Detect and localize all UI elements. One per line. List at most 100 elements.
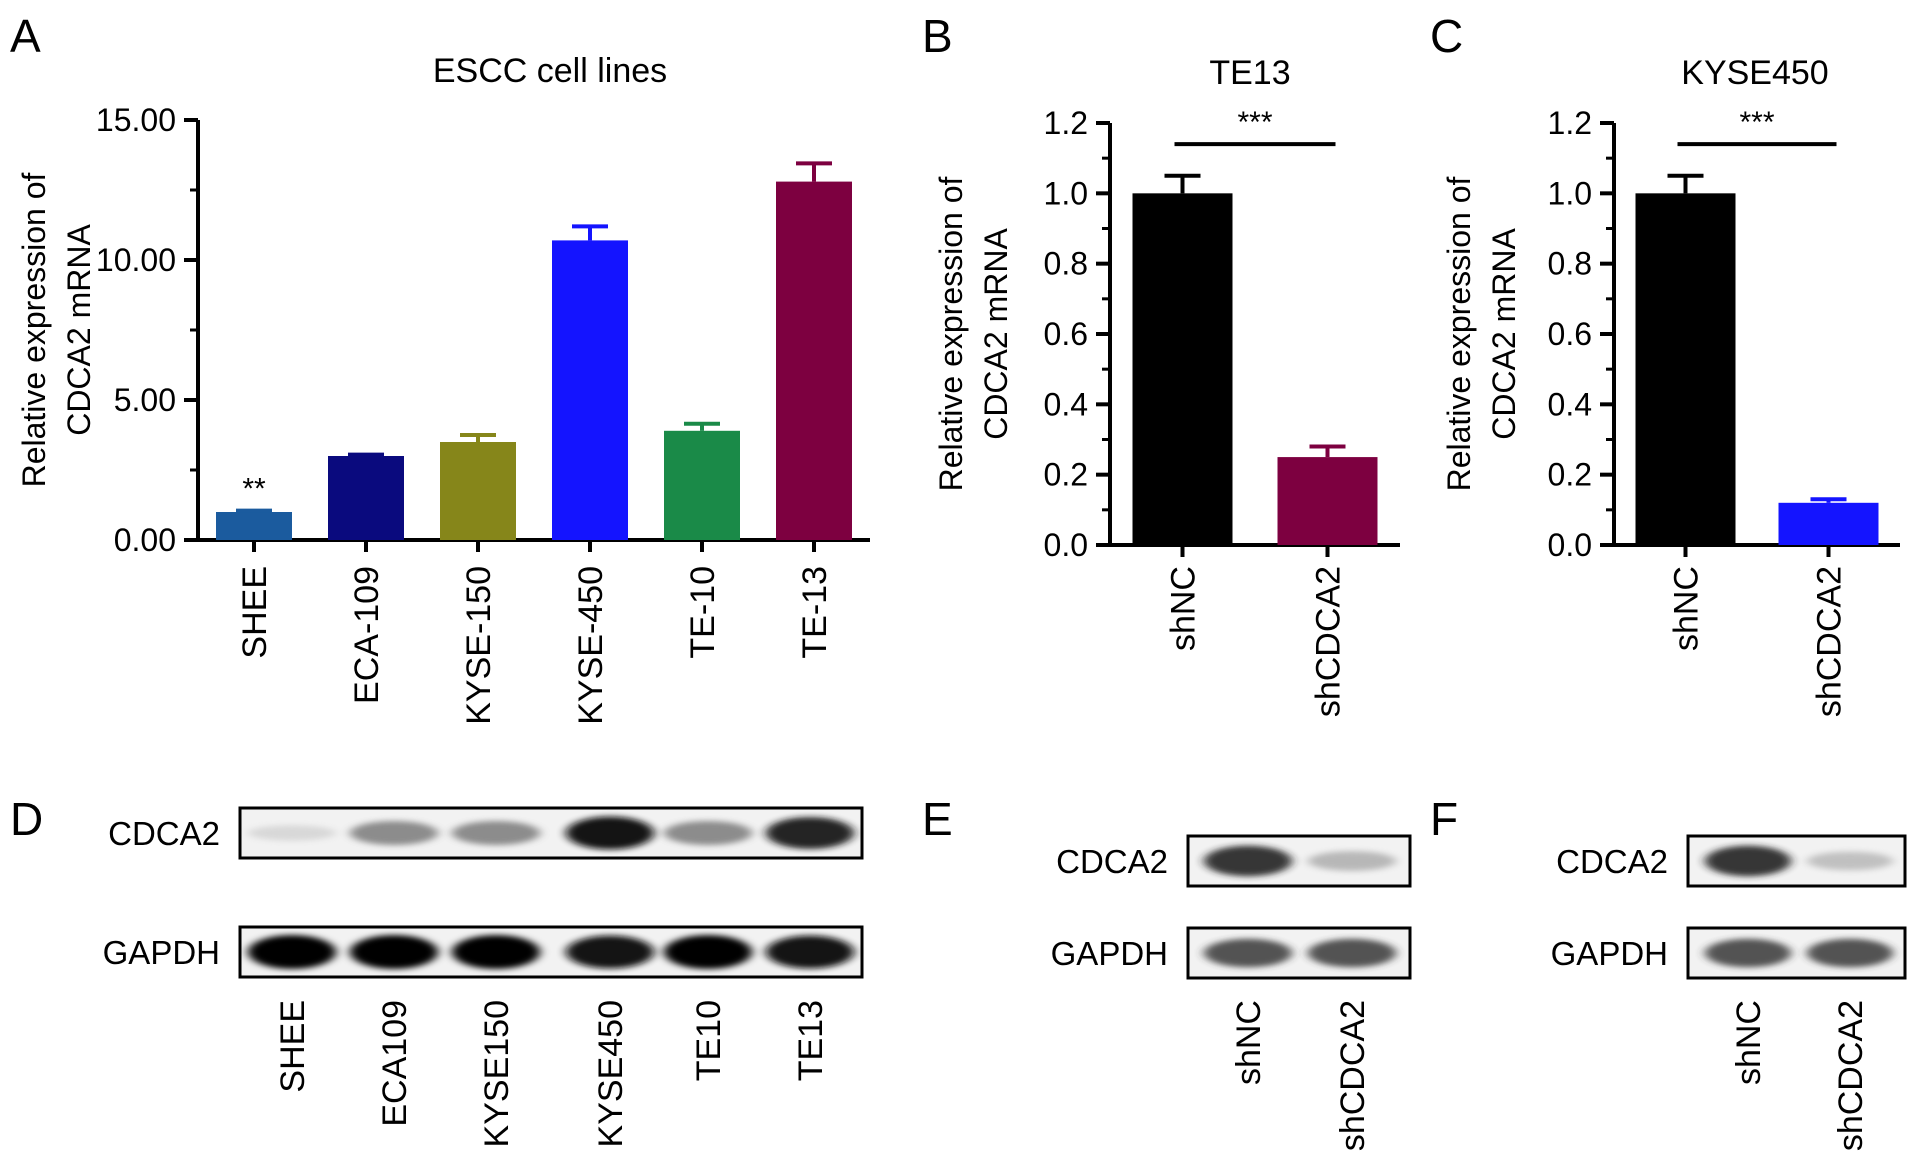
blot-strip-cdca2	[238, 806, 864, 860]
blot-row-label-gapdh: GAPDH	[1051, 935, 1168, 972]
blot-row-label-cdca2: CDCA2	[108, 815, 220, 852]
y-tick-label: 0.0	[1548, 527, 1592, 563]
band-gapdh-shnc	[1204, 938, 1292, 968]
band-cdca2-te10	[664, 820, 752, 846]
y-tick-label: 1.2	[1044, 105, 1088, 141]
panel-letter-d: D	[10, 793, 43, 845]
panel-letter-f: F	[1430, 793, 1458, 845]
bar-eca-109	[328, 456, 404, 540]
x-tick-label-te-13: TE-13	[796, 566, 834, 659]
bar-te-13	[776, 181, 852, 540]
y-tick-label: 0.0	[1044, 527, 1088, 563]
blot-row-label-gapdh: GAPDH	[103, 934, 220, 971]
lane-label-kyse450: KYSE450	[592, 1000, 630, 1147]
significance-label: ***	[1237, 106, 1272, 139]
y-tick-label: 1.0	[1044, 175, 1088, 211]
panel-letter-a: A	[10, 10, 41, 62]
band-cdca2-shcdca2	[1308, 851, 1396, 871]
y-axis-label-line-1: Relative expression of	[933, 176, 969, 491]
x-tick-label-shcdca2: shCDCA2	[1310, 566, 1348, 717]
y-tick-label: 0.6	[1044, 316, 1088, 352]
y-tick-label: 1.2	[1548, 105, 1592, 141]
lane-label-te13: TE13	[792, 1000, 830, 1081]
y-tick-label: 15.00	[96, 102, 176, 138]
panel-letter-c: C	[1430, 10, 1463, 62]
lane-label-shee: SHEE	[274, 1000, 312, 1093]
band-gapdh-kyse450	[566, 935, 654, 969]
band-cdca2-shee	[248, 825, 336, 841]
panel-letter-b: B	[922, 10, 953, 62]
y-axis-label-line-1: Relative expression of	[1441, 176, 1477, 491]
band-cdca2-shnc	[1204, 845, 1292, 877]
chart-title: ESCC cell lines	[433, 52, 667, 90]
y-axis-label-line-1: Relative expression of	[16, 172, 52, 487]
y-tick-label: 1.0	[1548, 175, 1592, 211]
y-tick-label: 0.4	[1044, 386, 1088, 422]
lane-label-eca109: ECA109	[376, 1000, 414, 1127]
y-axis-label-line-2: CDCA2 mRNA	[1486, 228, 1522, 440]
x-tick-label-shnc: shNC	[1668, 566, 1706, 651]
y-tick-label: 0.8	[1548, 246, 1592, 282]
chart-b-te13: TE13 Relative expression of CDCA2 mRNA 0.0 0…	[933, 54, 1400, 717]
lane-label-shnc: shNC	[1230, 1000, 1268, 1085]
significance-annotation: **	[242, 473, 266, 506]
blot-e: CDCA2 GAPDH shNC shCDCA2	[1051, 834, 1412, 1151]
bar-shcdca2	[1277, 457, 1378, 545]
x-tick-label-te-10: TE-10	[684, 566, 722, 659]
blot-strip-gapdh	[238, 925, 864, 979]
band-cdca2-shcdca2	[1807, 851, 1893, 871]
chart-title: KYSE450	[1681, 54, 1828, 92]
chart-c-kyse450: KYSE450 Relative expression of CDCA2 mRNA 0…	[1441, 54, 1900, 717]
lane-label-shnc: shNC	[1730, 1000, 1768, 1085]
band-gapdh-te10	[664, 935, 752, 969]
chart-a-escc-cell-lines: ESCC cell lines Relative expression of CDC…	[16, 52, 870, 725]
lane-label-shcdca2: shCDCA2	[1334, 1000, 1372, 1151]
y-tick-label: 0.2	[1548, 457, 1592, 493]
bar-te-10	[664, 430, 740, 540]
band-cdca2-kyse150	[452, 820, 540, 846]
blot-row-label-cdca2: CDCA2	[1056, 843, 1168, 880]
x-tick-label-eca-109: ECA-109	[348, 566, 386, 704]
bar-shnc	[1635, 193, 1736, 546]
chart-title: TE13	[1209, 54, 1290, 92]
lane-label-kyse150: KYSE150	[478, 1000, 516, 1147]
y-axis-label-line-2: CDCA2 mRNA	[978, 228, 1014, 440]
y-tick-label: 10.00	[96, 242, 176, 278]
y-tick-label: 0.6	[1548, 316, 1592, 352]
band-cdca2-kyse450	[566, 816, 654, 850]
y-tick-label: 0.4	[1548, 386, 1592, 422]
panel-letter-e: E	[922, 793, 953, 845]
band-cdca2-te13	[766, 817, 854, 849]
bar-kyse-450	[552, 240, 628, 540]
blot-row-label-gapdh: GAPDH	[1551, 935, 1668, 972]
band-gapdh-te13	[766, 935, 854, 969]
y-tick-label: 0.00	[114, 522, 176, 558]
band-gapdh-eca109	[350, 935, 438, 969]
significance-label: ***	[1739, 106, 1774, 139]
y-axis-label-line-2: CDCA2 mRNA	[61, 224, 97, 436]
y-tick-label: 0.2	[1044, 457, 1088, 493]
band-gapdh-shcdca2	[1308, 938, 1396, 968]
bar-shcdca2	[1778, 502, 1879, 545]
band-cdca2-eca109	[350, 820, 438, 846]
band-gapdh-shcdca2	[1807, 938, 1893, 968]
bar-shee	[216, 512, 292, 540]
band-gapdh-kyse150	[452, 935, 540, 969]
x-tick-label-shee: SHEE	[236, 566, 274, 659]
x-tick-label-shnc: shNC	[1165, 566, 1203, 651]
bar-shnc	[1132, 193, 1233, 546]
blot-f: CDCA2 GAPDH shNC shCDCA2	[1551, 834, 1907, 1151]
band-cdca2-shnc	[1705, 845, 1791, 877]
lane-label-shcdca2: shCDCA2	[1832, 1000, 1870, 1151]
y-tick-label: 0.8	[1044, 246, 1088, 282]
blot-row-label-cdca2: CDCA2	[1556, 843, 1668, 880]
bar-kyse-150	[440, 442, 516, 540]
x-tick-label-kyse-150: KYSE-150	[460, 566, 498, 725]
x-tick-label-kyse-450: KYSE-450	[572, 566, 610, 725]
lane-label-te10: TE10	[690, 1000, 728, 1081]
band-gapdh-shee	[248, 935, 336, 969]
y-tick-label: 5.00	[114, 382, 176, 418]
x-tick-label-shcdca2: shCDCA2	[1811, 566, 1849, 717]
band-gapdh-shnc	[1705, 938, 1791, 968]
